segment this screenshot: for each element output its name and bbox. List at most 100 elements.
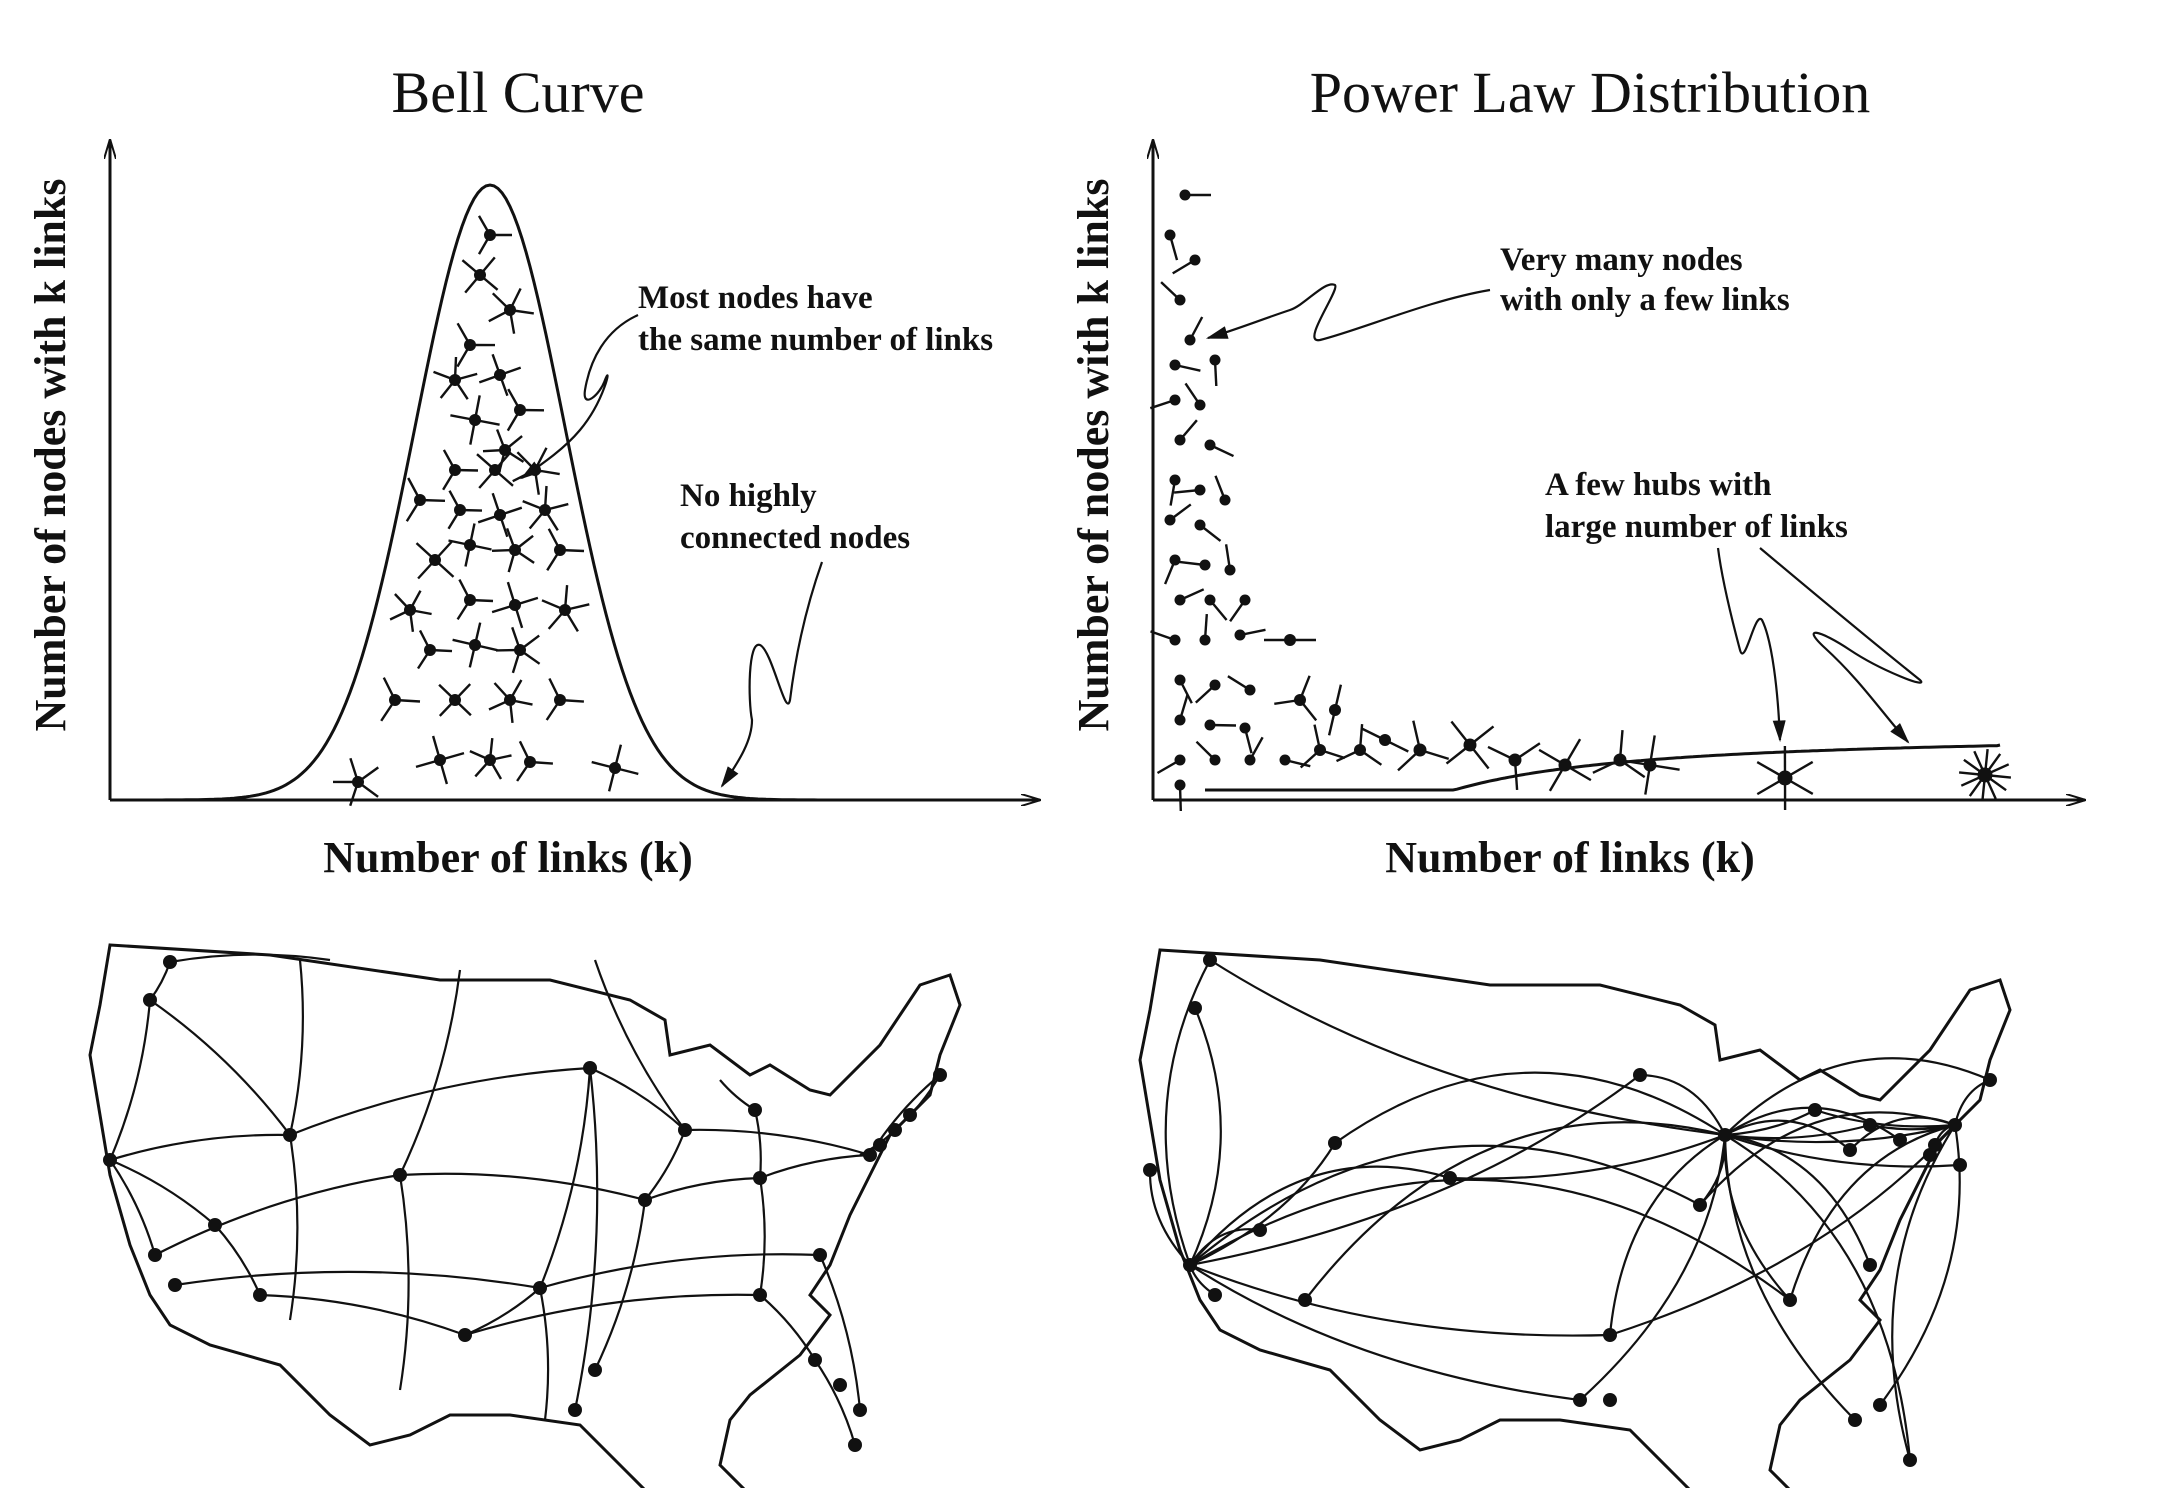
map-link <box>149 999 291 1136</box>
map-node <box>1203 953 1217 967</box>
map-link <box>594 1199 647 1371</box>
random-network-links <box>108 953 941 1446</box>
node-dot <box>1413 743 1427 757</box>
map-link <box>1724 1133 1872 1266</box>
map-link <box>1189 1165 1451 1266</box>
node-dot <box>504 304 516 316</box>
node-dot <box>1199 634 1211 646</box>
bell-node <box>491 527 535 573</box>
map-link <box>1849 1116 1956 1151</box>
map-node <box>148 1248 162 1262</box>
power-node-degree-1 <box>1179 189 1211 201</box>
node-dot <box>1174 674 1186 686</box>
power-node-degree-1 <box>1224 544 1236 576</box>
map-link <box>538 1067 592 1289</box>
map-link <box>539 1253 821 1290</box>
power-node-degree-1 <box>1169 359 1201 372</box>
map-node <box>1893 1133 1907 1147</box>
power-node-degree-1 <box>1195 740 1221 766</box>
bell-curve-line <box>110 183 998 802</box>
node-dot <box>1643 758 1657 772</box>
node-dot <box>499 444 511 456</box>
power-node-degree-1 <box>1173 484 1206 496</box>
node-dot <box>1164 514 1176 526</box>
bell-node <box>450 395 500 445</box>
node-dot <box>1194 484 1206 496</box>
map-link <box>109 1158 216 1226</box>
power-node-degree-1 <box>1150 630 1181 646</box>
bell-node <box>332 757 380 807</box>
map-link <box>1609 1124 1956 1337</box>
bell-node <box>456 322 496 368</box>
map-node <box>143 993 157 1007</box>
node-dot <box>352 776 364 788</box>
node-dot <box>524 756 536 768</box>
map-node <box>748 1103 762 1117</box>
annotation-no-highly-connected-arrow <box>720 561 824 788</box>
map-node <box>1633 1068 1647 1082</box>
bell-node <box>545 677 584 721</box>
annotation-most-nodes-arrow <box>520 313 639 480</box>
annotation-few-hubs-arrow-2 <box>1759 547 1923 744</box>
node-dot <box>1613 753 1627 767</box>
map-node <box>253 1288 267 1302</box>
power-node-medium <box>1397 720 1450 772</box>
usa-outline-random <box>88 943 962 1488</box>
power-node-degree-1 <box>1184 316 1204 346</box>
node-dot <box>1174 779 1186 791</box>
power-hub-node <box>1756 745 1814 811</box>
map-link <box>1699 1134 1727 1206</box>
bell-node <box>591 744 639 792</box>
bell-node <box>438 683 472 717</box>
map-node <box>1953 1158 1967 1172</box>
bell-node <box>380 677 421 722</box>
map-node <box>1443 1171 1457 1185</box>
power-node-degree-1 <box>1239 722 1253 754</box>
node-dot <box>494 369 506 381</box>
map-link <box>399 969 462 1176</box>
power-node-medium <box>1445 720 1495 770</box>
node-dot <box>429 554 441 566</box>
bell-node <box>452 622 498 668</box>
map-node <box>1808 1103 1822 1117</box>
node-dot <box>509 544 521 556</box>
node-dot <box>454 504 466 516</box>
bell-node <box>415 540 455 580</box>
node-dot <box>1234 629 1246 641</box>
node-dot <box>1239 722 1251 734</box>
node-dot <box>1194 399 1206 411</box>
node-dot <box>1169 474 1181 486</box>
map-node <box>853 1403 867 1417</box>
map-node <box>1208 1288 1222 1302</box>
map-node <box>1948 1118 1962 1132</box>
node-dot <box>1169 359 1181 371</box>
bell-curve-title: Bell Curve <box>392 60 645 125</box>
node-dot <box>1329 704 1341 716</box>
bell-node <box>546 528 585 571</box>
node-dot <box>1354 744 1366 756</box>
map-link <box>1304 1121 1726 1301</box>
node-dot <box>1174 594 1186 606</box>
node-dot <box>469 414 481 426</box>
power-node-degree-1 <box>1160 281 1186 306</box>
node-dot <box>1174 714 1186 726</box>
map-node <box>813 1248 827 1262</box>
power-node-degree-1 <box>1156 754 1186 775</box>
node-dot <box>1209 679 1221 691</box>
power-node-degree-1 <box>1174 588 1205 606</box>
map-node <box>1143 1163 1157 1177</box>
power-node-small <box>1274 675 1318 722</box>
node-dot <box>554 544 566 556</box>
map-link <box>288 959 304 1136</box>
bell-node <box>477 215 512 255</box>
map-node <box>1843 1143 1857 1157</box>
map-link <box>399 1172 646 1202</box>
bell-node <box>541 584 590 633</box>
node-dot <box>1184 334 1196 346</box>
map-link <box>108 999 152 1161</box>
map-link <box>154 1173 401 1256</box>
node-dot <box>1209 754 1221 766</box>
power-node-degree-1 <box>1229 594 1251 622</box>
node-dot <box>1777 770 1793 786</box>
